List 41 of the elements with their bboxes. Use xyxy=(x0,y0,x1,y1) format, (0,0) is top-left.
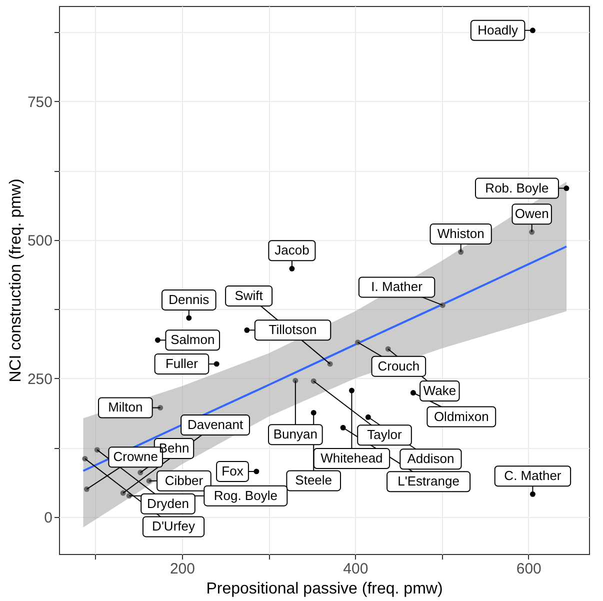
annotation: Crouch xyxy=(378,358,420,374)
x-tick-label: 600 xyxy=(516,560,542,578)
annotation: Crowne xyxy=(113,449,158,464)
y-tick-label: 500 xyxy=(27,232,52,250)
annotation: D'Urfey xyxy=(152,518,196,534)
annotation: Tillotson xyxy=(268,322,317,338)
annotation: Taylor xyxy=(367,427,403,442)
annotation: Swift xyxy=(234,288,264,303)
annotation: Wake xyxy=(423,382,456,398)
annotation: Behn xyxy=(158,440,190,456)
annotation: I. Mather xyxy=(371,279,424,294)
annotation: Fuller xyxy=(165,356,199,371)
point xyxy=(530,28,536,34)
annotation: Davenant xyxy=(187,417,244,432)
annotation: Oldmixon xyxy=(434,408,489,424)
annotation: Jacob xyxy=(274,242,310,258)
annotation: Dryden xyxy=(147,496,189,511)
annotation: Addison xyxy=(407,451,454,466)
y-tick-label: 750 xyxy=(27,94,52,111)
annotation: Salmon xyxy=(170,332,215,348)
annotation: Hoadly xyxy=(478,22,519,38)
y-tick-label: 250 xyxy=(27,370,52,388)
annotation: Owen xyxy=(514,206,549,222)
annotation: Rob. Boyle xyxy=(485,180,549,196)
annotation: Rog. Boyle xyxy=(214,488,278,503)
annotation: Cibber xyxy=(164,472,204,488)
y-axis-title: NCI construction (freq. pmw) xyxy=(7,178,24,382)
x-tick-label: 400 xyxy=(343,560,368,578)
annotation: Steele xyxy=(295,472,332,488)
annotation: L'Estrange xyxy=(398,474,460,489)
y-tick-label: 0 xyxy=(44,509,52,526)
annotation: Dennis xyxy=(168,292,210,307)
annotation: C. Mather xyxy=(504,468,562,484)
annotation: Fox xyxy=(222,463,244,478)
annotation: Bunyan xyxy=(273,426,318,442)
x-tick-label: 200 xyxy=(170,560,195,578)
annotation: Whiston xyxy=(437,226,484,242)
annotation: Whitehead xyxy=(320,450,383,466)
point xyxy=(530,491,536,497)
x-axis-title: Prepositional passive (freq. pmw) xyxy=(206,580,443,598)
annotation: Milton xyxy=(108,400,143,415)
